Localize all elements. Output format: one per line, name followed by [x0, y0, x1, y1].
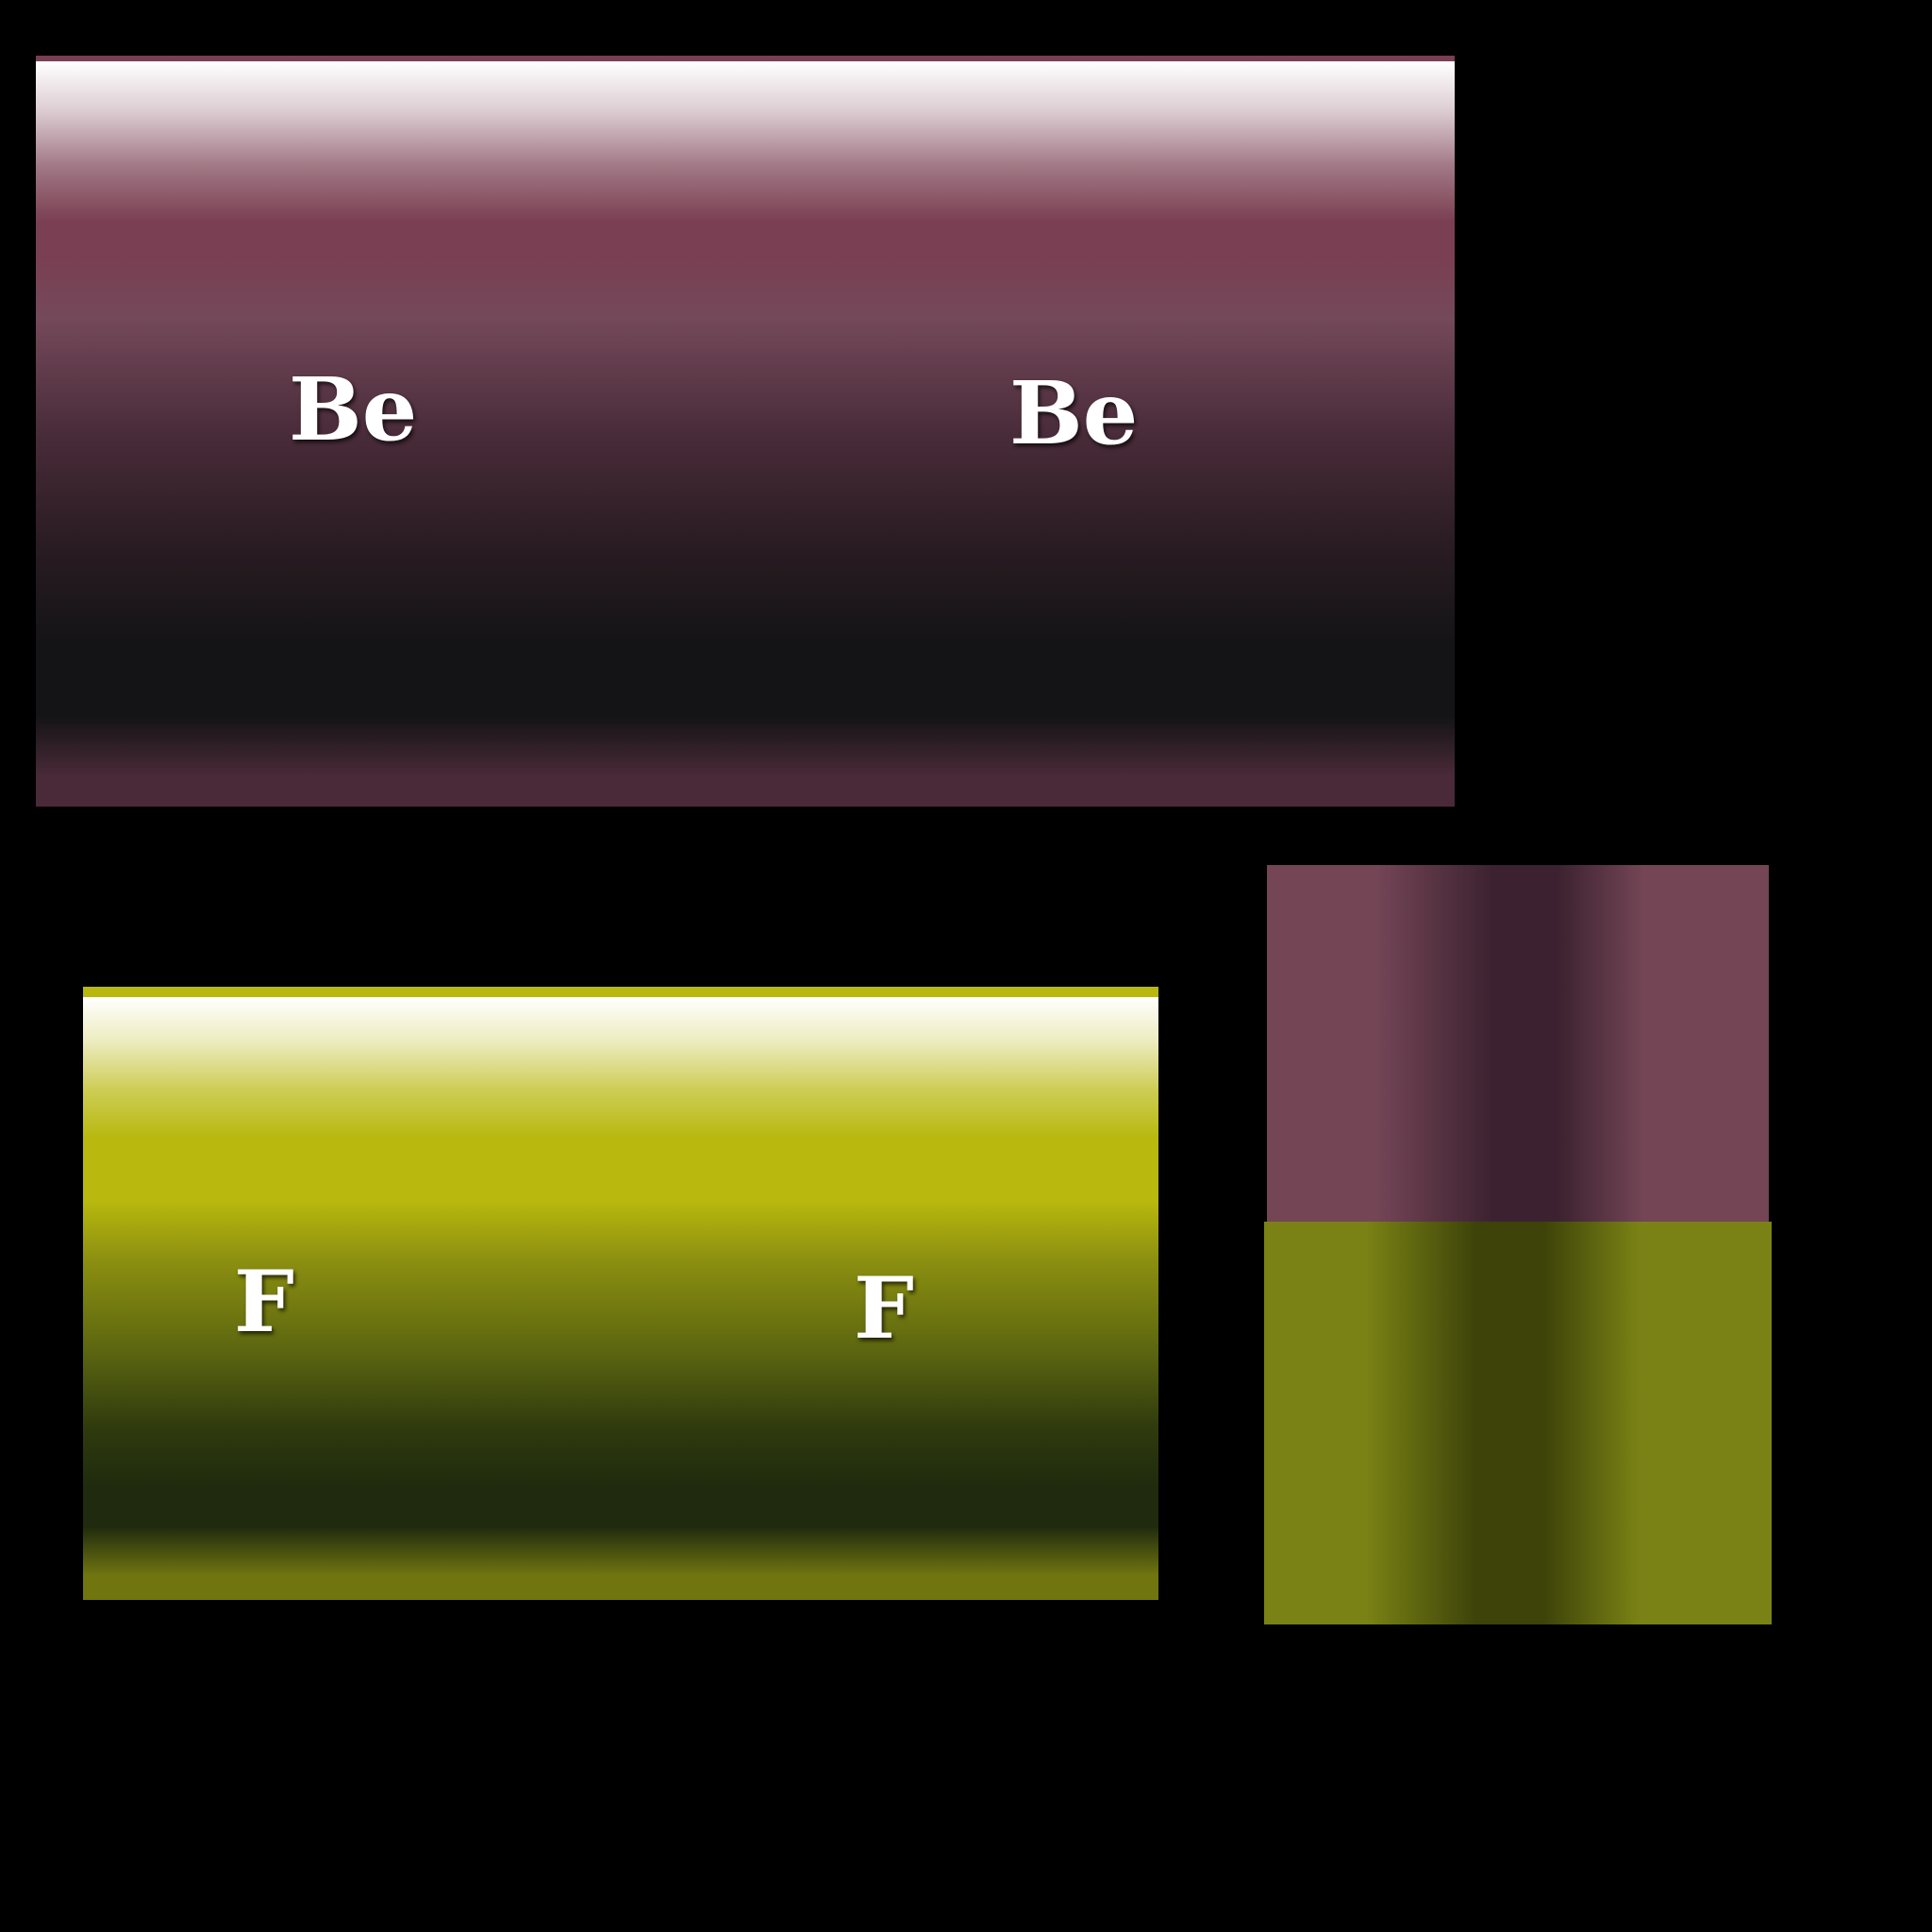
- fluorine-tube-highlight: [83, 997, 1158, 1139]
- fluorine-label-right: F: [854, 1258, 914, 1358]
- fluorine-label-left: F: [234, 1252, 294, 1352]
- fluorine-tube-panel: [83, 987, 1158, 1600]
- olive-swatch: [1264, 1222, 1772, 1624]
- beryllium-tube-panel: [36, 56, 1455, 807]
- beryllium-label-left: Be: [289, 358, 418, 460]
- beryllium-tube-highlight: [36, 61, 1455, 222]
- beryllium-label-right: Be: [1009, 362, 1139, 464]
- maroon-swatch: [1267, 865, 1769, 1222]
